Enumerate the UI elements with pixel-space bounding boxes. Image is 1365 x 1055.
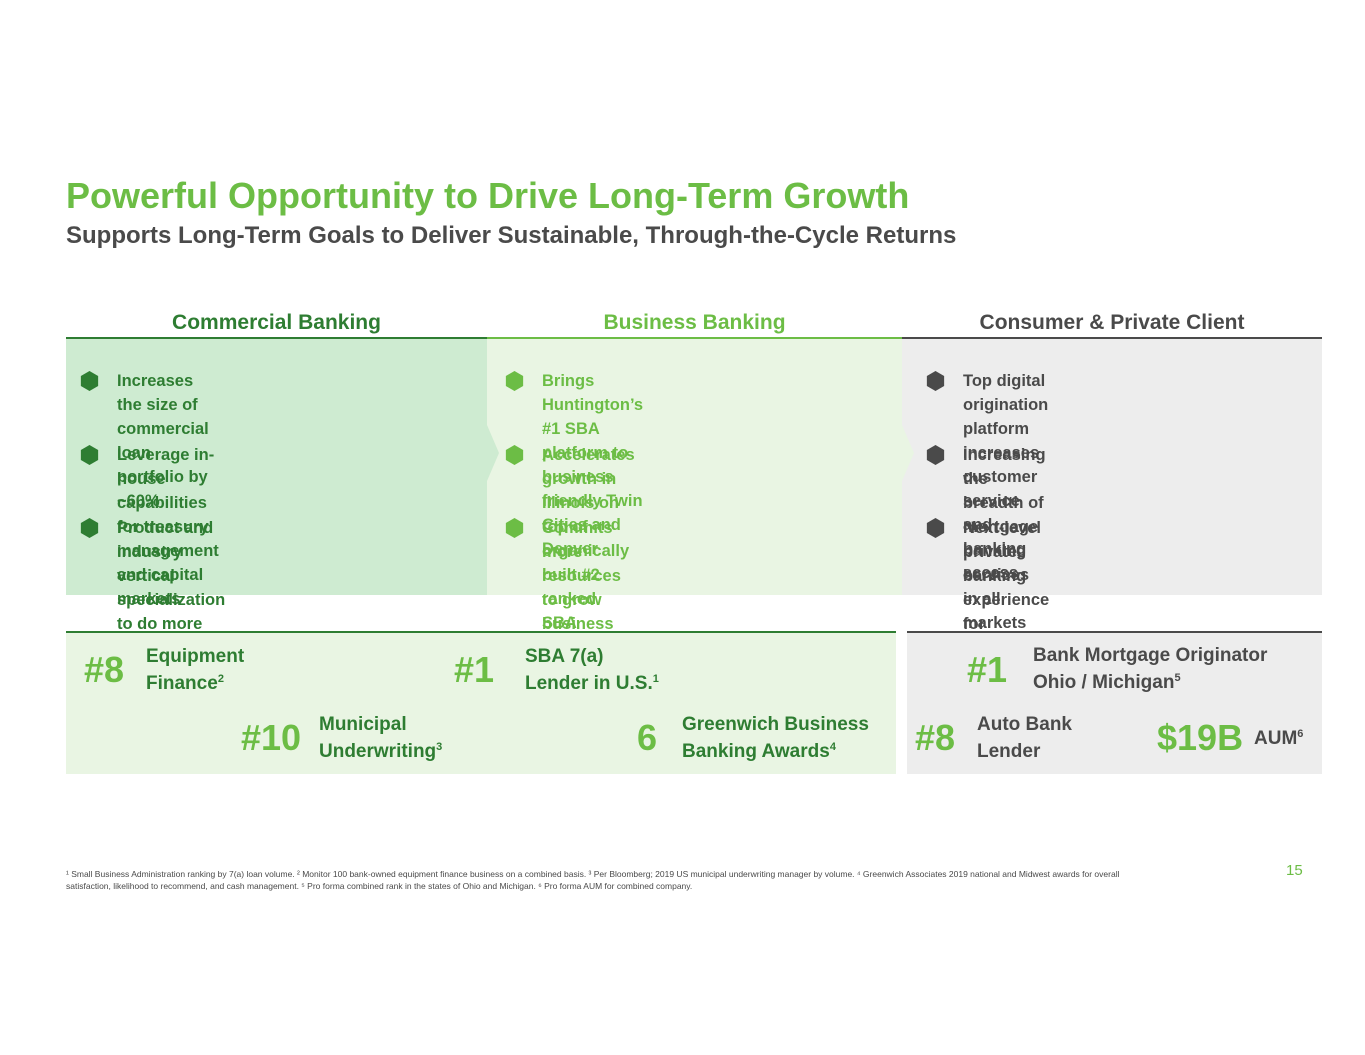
panel-commercial-banking: Increases the size of commercial loan po… [66, 339, 487, 681]
footnote-marker: 4 [829, 741, 836, 753]
bullet-text: Increases the size of commercial loan po… [117, 372, 209, 510]
hexagon-bullet-icon [505, 518, 524, 538]
hexagon-bullet-icon [926, 371, 945, 391]
stat-value: #10 [241, 717, 302, 758]
footnote-marker: 1 [652, 673, 659, 685]
stat-label: Municipal Underwriting3 [319, 711, 442, 765]
heading-rule-business [487, 337, 902, 339]
stat-value: 6 [637, 717, 658, 758]
heading-commercial-banking: Commercial Banking [172, 311, 381, 334]
heading-rule-commercial [66, 337, 487, 339]
page-subtitle: Supports Long-Term Goals to Deliver Sust… [66, 222, 957, 249]
stat-label: Equipment Finance2 [146, 643, 244, 697]
chevron-divider-icon [487, 425, 499, 481]
stat-label-text: Equipment Finance [146, 646, 245, 694]
stat-label-text: AUM [1254, 728, 1298, 749]
hexagon-bullet-icon [80, 445, 99, 465]
stat-value: $19B [1157, 717, 1244, 758]
bullet-text: Accelerates growth in Illinois on top of… [542, 443, 635, 659]
stat-label: Greenwich Business Banking Awards4 [682, 711, 869, 765]
stat-value: #1 [454, 649, 495, 690]
bullet-text-body: Accelerates growth in Illinois on top of… [542, 446, 635, 656]
footnote-marker: 3 [436, 741, 443, 753]
heading-consumer-private-client: Consumer & Private Client [979, 311, 1245, 334]
stat-label-text: SBA 7(a) Lender in U.S. [525, 646, 653, 694]
page-number: 15 [1286, 862, 1303, 879]
heading-business-banking: Business Banking [603, 311, 786, 334]
stat-label-text: Bank Mortgage Originator Ohio / Michigan [1033, 645, 1268, 693]
panel-business-edge-bottom [487, 481, 499, 595]
stat-value: #8 [84, 649, 125, 690]
bullet-text: Brings Huntington’s #1 SBA platform to b… [542, 372, 644, 558]
footnote-marker: 5 [1174, 672, 1181, 684]
hexagon-bullet-icon [926, 518, 945, 538]
stat-value: #8 [915, 717, 956, 758]
bullet-text: Top digital origination platform increas… [963, 372, 1049, 582]
stat-label-text: Auto Bank Lender [977, 714, 1072, 762]
stat-label: Bank Mortgage Originator Ohio / Michigan… [1033, 642, 1267, 696]
stat-value: #1 [967, 649, 1008, 690]
bullet-text: Product and industry vertical specializa… [117, 519, 226, 681]
hexagon-bullet-icon [926, 445, 945, 465]
footnote-marker: 6 [1297, 728, 1304, 740]
heading-rule-consumer [902, 337, 1322, 339]
chevron-divider-icon [902, 425, 914, 481]
stat-label-text: Greenwich Business Banking Awards [682, 714, 869, 762]
stats-panel-consumer: #1 Bank Mortgage Originator Ohio / Michi… [907, 631, 1322, 774]
panel-business-edge-top [487, 339, 499, 425]
page-title: Powerful Opportunity to Drive Long-Term … [66, 175, 910, 216]
footnotes: ¹ Small Business Administration ranking … [66, 869, 1120, 891]
stat-label-text: Municipal Underwriting [319, 714, 437, 762]
hexagon-bullet-icon [505, 371, 524, 391]
hexagon-bullet-icon [80, 518, 99, 538]
bullet-text: Leverage in-house capabilities for treas… [117, 446, 219, 608]
stat-label: SBA 7(a) Lender in U.S.1 [525, 643, 659, 697]
panel-consumer-private-client: Top digital origination platform increas… [902, 339, 1322, 729]
hexagon-bullet-icon [505, 445, 524, 465]
bullet-text: Increasing the breadth of mortgage banki… [963, 446, 1046, 632]
stat-label: AUM6 [1254, 725, 1303, 752]
panel-business-banking: Brings Huntington’s #1 SBA platform to b… [499, 339, 902, 681]
stats-panel-commercial-business: #8 Equipment Finance2 #1 SBA 7(a) Lender… [66, 631, 896, 774]
stat-label: Auto Bank Lender [977, 711, 1072, 765]
hexagon-bullet-icon [80, 371, 99, 391]
footnote-marker: 2 [217, 673, 224, 685]
